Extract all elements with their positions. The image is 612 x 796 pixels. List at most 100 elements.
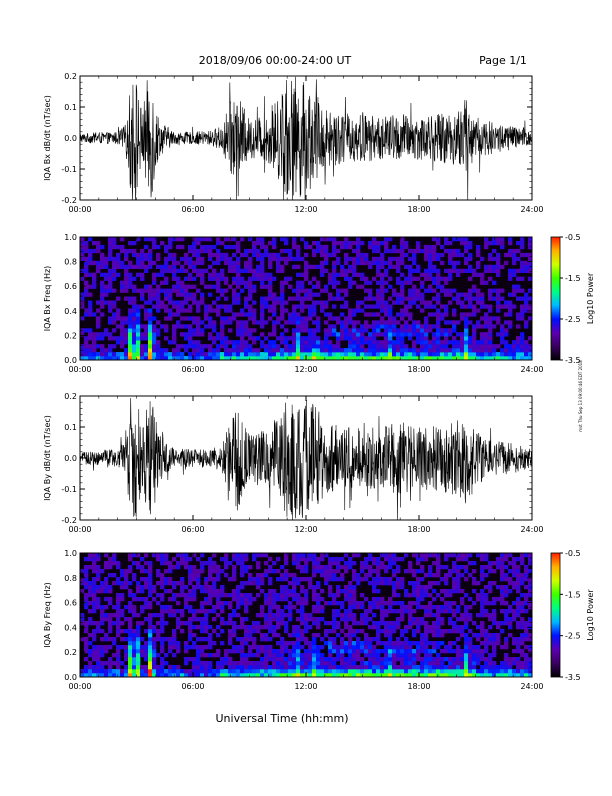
panel-1-heat-cell	[360, 253, 364, 257]
panel-1-heat-cell	[468, 277, 472, 281]
panel-1-heat-cell	[424, 273, 428, 277]
panel-3-heat-cell	[328, 589, 332, 593]
panel-3-heat-cell	[128, 633, 132, 637]
panel-1-heat-cell	[496, 257, 500, 261]
panel-3-heat-cell	[112, 613, 116, 617]
panel-3-heat-cell	[236, 613, 240, 617]
panel-3-heat-cell	[200, 661, 204, 665]
panel-3-heat-cell	[508, 581, 512, 585]
panel-1-heat-cell	[444, 340, 448, 344]
header-date-range: 2018/09/06 00:00-24:00 UT	[199, 54, 352, 67]
panel-1-heat-cell	[108, 344, 112, 348]
panel-3-heat-cell	[480, 653, 484, 657]
panel-3-heat-cell	[352, 601, 356, 605]
panel-0-ytick-label-3: 0.1	[64, 103, 77, 112]
panel-3-heat-cell	[148, 605, 152, 609]
panel-3-heat-cell	[116, 561, 120, 565]
panel-1-heat-cell	[444, 328, 448, 332]
panel-3-heat-cell	[392, 593, 396, 597]
panel-3-heat-cell	[344, 661, 348, 665]
panel-1-heat-cell	[120, 289, 124, 293]
panel-3-heat-cell	[160, 669, 164, 673]
panel-3-heat-cell	[448, 645, 452, 649]
panel-3-heat-cell	[120, 645, 124, 649]
panel-3-heat-cell	[384, 625, 388, 629]
panel-1-heat-cell	[96, 332, 100, 336]
panel-1-heat-cell	[104, 348, 108, 352]
panel-1-heat-cell	[176, 352, 180, 356]
panel-1-heat-cell	[168, 340, 172, 344]
panel-1-heat-cell	[292, 304, 296, 308]
panel-3-heat-cell	[264, 613, 268, 617]
panel-3-heat-cell	[136, 645, 140, 649]
panel-3-heat-cell	[168, 669, 172, 673]
panel-1-heat-cell	[212, 320, 216, 324]
panel-1-heat-cell	[108, 285, 112, 289]
panel-1-heat-cell	[124, 348, 128, 352]
panel-1-heat-cell	[356, 257, 360, 261]
panel-3-heat-cell	[196, 585, 200, 589]
panel-3-heat-cell	[192, 577, 196, 581]
panel-3-heat-cell	[492, 569, 496, 573]
panel-1-heat-cell	[108, 332, 112, 336]
panel-3-heat-cell	[108, 661, 112, 665]
panel-1-heat-cell	[220, 336, 224, 340]
panel-3-heat-cell	[436, 657, 440, 661]
panel-3-heat-cell	[292, 665, 296, 669]
panel-1-heat-cell	[328, 281, 332, 285]
panel-1-heat-cell	[324, 300, 328, 304]
panel-3-heat-cell	[408, 569, 412, 573]
panel-3-heat-cell	[288, 669, 292, 673]
panel-1-heat-cell	[360, 336, 364, 340]
panel-3-heat-cell	[148, 581, 152, 585]
panel-1-heat-cell	[484, 332, 488, 336]
panel-1-heat-cell	[500, 324, 504, 328]
panel-1-heat-cell	[252, 340, 256, 344]
panel-1-heat-cell	[492, 281, 496, 285]
panel-1-heat-cell	[212, 352, 216, 356]
panel-3-heat-cell	[148, 565, 152, 569]
panel-1-heat-cell	[184, 297, 188, 301]
panel-3-heat-cell	[428, 669, 432, 673]
panel-3-heat-cell	[116, 577, 120, 581]
panel-3-heat-cell	[252, 669, 256, 673]
panel-1-heat-cell	[436, 324, 440, 328]
panel-3-heat-cell	[216, 597, 220, 601]
panel-3-heat-cell	[112, 573, 116, 577]
panel-3-heat-cell	[144, 629, 148, 633]
panel-3-heat-cell	[372, 669, 376, 673]
panel-3-heat-cell	[416, 589, 420, 593]
panel-1-heat-cell	[224, 297, 228, 301]
panel-1-heat-cell	[320, 344, 324, 348]
panel-3-heat-cell	[452, 669, 456, 673]
panel-3-heat-cell	[104, 649, 108, 653]
panel-1-heat-cell	[232, 293, 236, 297]
panel-1-heat-cell	[500, 297, 504, 301]
panel-3-heat-cell	[272, 605, 276, 609]
panel-1-heat-cell	[476, 308, 480, 312]
panel-1-heat-cell	[104, 293, 108, 297]
panel-3-heat-cell	[236, 645, 240, 649]
panel-3-heat-cell	[240, 585, 244, 589]
panel-3-heat-cell	[424, 613, 428, 617]
panel-1-heat-cell	[520, 332, 524, 336]
panel-3-heat-cell	[344, 569, 348, 573]
panel-3-heat-cell	[96, 589, 100, 593]
panel-1-heat-cell	[456, 297, 460, 301]
panel-3-heat-cell	[296, 653, 300, 657]
panel-1-heat-cell	[412, 285, 416, 289]
panel-3-heat-cell	[196, 581, 200, 585]
panel-3-heat-cell	[132, 577, 136, 581]
panel-1-heat-cell	[272, 245, 276, 249]
panel-3-heat-cell	[392, 589, 396, 593]
panel-3-heat-cell	[436, 629, 440, 633]
panel-1-heat-cell	[368, 344, 372, 348]
panel-3-heat-cell	[372, 625, 376, 629]
panel-3-heat-cell	[288, 593, 292, 597]
panel-1-heat-cell	[292, 265, 296, 269]
panel-1-heat-cell	[176, 308, 180, 312]
panel-3-heat-cell	[428, 601, 432, 605]
panel-3-heat-cell	[124, 629, 128, 633]
panel-1-heat-cell	[520, 304, 524, 308]
panel-1-heat-cell	[112, 277, 116, 281]
